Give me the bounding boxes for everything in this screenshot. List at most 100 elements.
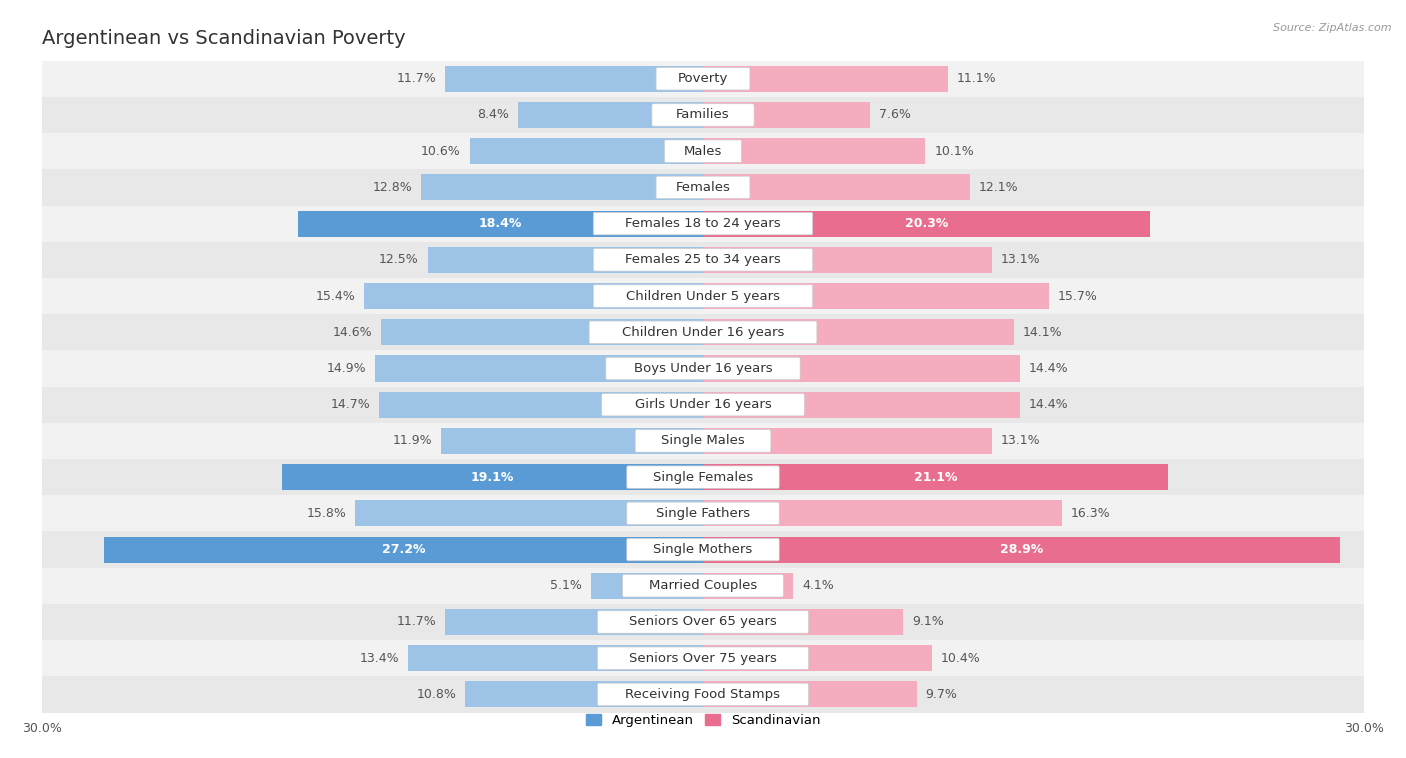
Text: Poverty: Poverty: [678, 72, 728, 85]
FancyBboxPatch shape: [593, 249, 813, 271]
Text: 15.8%: 15.8%: [307, 507, 346, 520]
Bar: [703, 66, 948, 92]
FancyBboxPatch shape: [598, 611, 808, 633]
Text: Children Under 16 years: Children Under 16 years: [621, 326, 785, 339]
Bar: [42, 350, 1364, 387]
Bar: [354, 500, 703, 526]
Text: 12.5%: 12.5%: [380, 253, 419, 266]
FancyBboxPatch shape: [593, 212, 813, 235]
Text: 11.1%: 11.1%: [956, 72, 995, 85]
Bar: [703, 356, 1021, 381]
Bar: [703, 681, 917, 707]
Bar: [703, 283, 1049, 309]
Bar: [42, 459, 1364, 495]
Bar: [42, 568, 1364, 604]
Bar: [298, 211, 703, 236]
Bar: [42, 676, 1364, 713]
Text: 14.4%: 14.4%: [1029, 398, 1069, 411]
Bar: [408, 645, 703, 672]
Text: 11.7%: 11.7%: [396, 615, 436, 628]
Text: Argentinean vs Scandinavian Poverty: Argentinean vs Scandinavian Poverty: [42, 29, 406, 48]
Bar: [703, 573, 793, 599]
Text: 15.7%: 15.7%: [1057, 290, 1098, 302]
Bar: [703, 464, 1168, 490]
Bar: [703, 174, 970, 200]
Bar: [703, 138, 925, 164]
Text: 10.8%: 10.8%: [416, 688, 457, 701]
Bar: [42, 604, 1364, 640]
Text: 16.3%: 16.3%: [1071, 507, 1111, 520]
Bar: [364, 283, 703, 309]
Bar: [42, 97, 1364, 133]
Bar: [42, 133, 1364, 169]
Text: 10.1%: 10.1%: [934, 145, 974, 158]
FancyBboxPatch shape: [598, 683, 808, 706]
Bar: [42, 278, 1364, 314]
Bar: [42, 531, 1364, 568]
Bar: [465, 681, 703, 707]
Bar: [42, 169, 1364, 205]
Text: Single Fathers: Single Fathers: [657, 507, 749, 520]
Text: Girls Under 16 years: Girls Under 16 years: [634, 398, 772, 411]
Text: 14.4%: 14.4%: [1029, 362, 1069, 375]
Text: Single Females: Single Females: [652, 471, 754, 484]
Text: Source: ZipAtlas.com: Source: ZipAtlas.com: [1274, 23, 1392, 33]
Bar: [42, 205, 1364, 242]
Text: 27.2%: 27.2%: [381, 543, 425, 556]
FancyBboxPatch shape: [657, 176, 749, 199]
Bar: [446, 66, 703, 92]
FancyBboxPatch shape: [627, 466, 779, 488]
Bar: [381, 319, 703, 346]
Text: 18.4%: 18.4%: [478, 217, 522, 230]
Bar: [420, 174, 703, 200]
Bar: [104, 537, 703, 562]
FancyBboxPatch shape: [652, 104, 754, 126]
FancyBboxPatch shape: [602, 393, 804, 416]
FancyBboxPatch shape: [636, 430, 770, 452]
Text: 5.1%: 5.1%: [550, 579, 582, 592]
Text: 10.4%: 10.4%: [941, 652, 980, 665]
Text: 13.4%: 13.4%: [360, 652, 399, 665]
Text: Females: Females: [675, 181, 731, 194]
Text: Single Males: Single Males: [661, 434, 745, 447]
FancyBboxPatch shape: [623, 575, 783, 597]
Bar: [703, 319, 1014, 346]
Text: Boys Under 16 years: Boys Under 16 years: [634, 362, 772, 375]
Bar: [703, 609, 904, 635]
Text: 9.7%: 9.7%: [925, 688, 957, 701]
Text: 11.9%: 11.9%: [392, 434, 432, 447]
Text: 13.1%: 13.1%: [1001, 434, 1040, 447]
Text: Married Couples: Married Couples: [650, 579, 756, 592]
Text: 14.1%: 14.1%: [1022, 326, 1062, 339]
Text: 21.1%: 21.1%: [914, 471, 957, 484]
Text: 15.4%: 15.4%: [315, 290, 354, 302]
Bar: [441, 428, 703, 454]
Bar: [380, 392, 703, 418]
Bar: [283, 464, 703, 490]
Bar: [703, 428, 991, 454]
Bar: [470, 138, 703, 164]
Text: 12.1%: 12.1%: [979, 181, 1018, 194]
Text: 20.3%: 20.3%: [905, 217, 948, 230]
Bar: [42, 495, 1364, 531]
Bar: [703, 537, 1340, 562]
Text: 14.7%: 14.7%: [330, 398, 370, 411]
Text: Seniors Over 75 years: Seniors Over 75 years: [628, 652, 778, 665]
Text: Receiving Food Stamps: Receiving Food Stamps: [626, 688, 780, 701]
Text: 13.1%: 13.1%: [1001, 253, 1040, 266]
Bar: [42, 242, 1364, 278]
Bar: [591, 573, 703, 599]
FancyBboxPatch shape: [665, 140, 741, 162]
Bar: [703, 102, 870, 128]
FancyBboxPatch shape: [627, 538, 779, 561]
Bar: [703, 247, 991, 273]
Text: Families: Families: [676, 108, 730, 121]
Bar: [42, 387, 1364, 423]
Text: 7.6%: 7.6%: [879, 108, 911, 121]
Text: Females 25 to 34 years: Females 25 to 34 years: [626, 253, 780, 266]
FancyBboxPatch shape: [606, 357, 800, 380]
Text: 12.8%: 12.8%: [373, 181, 412, 194]
FancyBboxPatch shape: [589, 321, 817, 343]
Bar: [446, 609, 703, 635]
Text: Seniors Over 65 years: Seniors Over 65 years: [628, 615, 778, 628]
